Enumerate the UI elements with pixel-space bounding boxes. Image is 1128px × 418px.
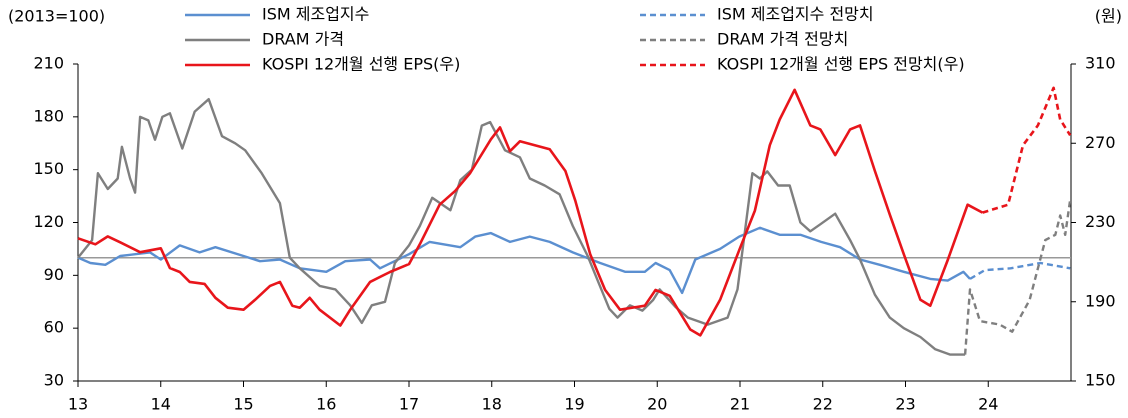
line-series — [963, 199, 1072, 355]
y2-tick-label: 310 — [1085, 54, 1116, 73]
y2-tick-label: 150 — [1085, 371, 1116, 390]
y-axis-label: (2013=100) — [8, 7, 105, 26]
y-tick-label: 30 — [44, 371, 64, 390]
line-series — [982, 86, 1072, 214]
y-tick-label: 210 — [33, 54, 64, 73]
y2-tick-label: 190 — [1085, 291, 1116, 310]
x-tick-label: 13 — [68, 395, 88, 414]
y-tick-label: 90 — [44, 265, 64, 284]
legend-label: DRAM 가격 전망치 — [717, 30, 848, 49]
x-tick-label: 20 — [647, 395, 667, 414]
line-series — [969, 261, 1071, 280]
y2-tick-label: 270 — [1085, 133, 1116, 152]
line-series — [77, 98, 966, 356]
y-tick-label: 60 — [44, 318, 64, 337]
legend-label: KOSPI 12개월 선행 EPS(우) — [262, 55, 460, 74]
y-tick-label: 120 — [33, 212, 64, 231]
x-tick-label: 19 — [564, 395, 584, 414]
x-tick-label: 22 — [813, 395, 833, 414]
x-tick-label: 17 — [399, 395, 419, 414]
x-tick-label: 24 — [978, 395, 998, 414]
legend-label: ISM 제조업지수 전망치 — [717, 5, 874, 24]
y2-axis-label: (원) — [1095, 7, 1122, 26]
legend-label: ISM 제조업지수 — [262, 5, 369, 24]
x-tick-label: 18 — [482, 395, 502, 414]
line-series — [77, 226, 971, 295]
x-tick-label: 16 — [316, 395, 336, 414]
legend-label: KOSPI 12개월 선행 EPS 전망치(우) — [717, 55, 965, 74]
x-tick-label: 15 — [233, 395, 253, 414]
y-tick-label: 180 — [33, 106, 64, 125]
x-tick-label: 21 — [730, 395, 750, 414]
y-tick-label: 150 — [33, 159, 64, 178]
x-tick-label: 23 — [895, 395, 915, 414]
x-tick-label: 14 — [151, 395, 171, 414]
line-series — [77, 88, 984, 337]
legend-label: DRAM 가격 — [262, 30, 344, 49]
y2-tick-label: 230 — [1085, 212, 1116, 231]
